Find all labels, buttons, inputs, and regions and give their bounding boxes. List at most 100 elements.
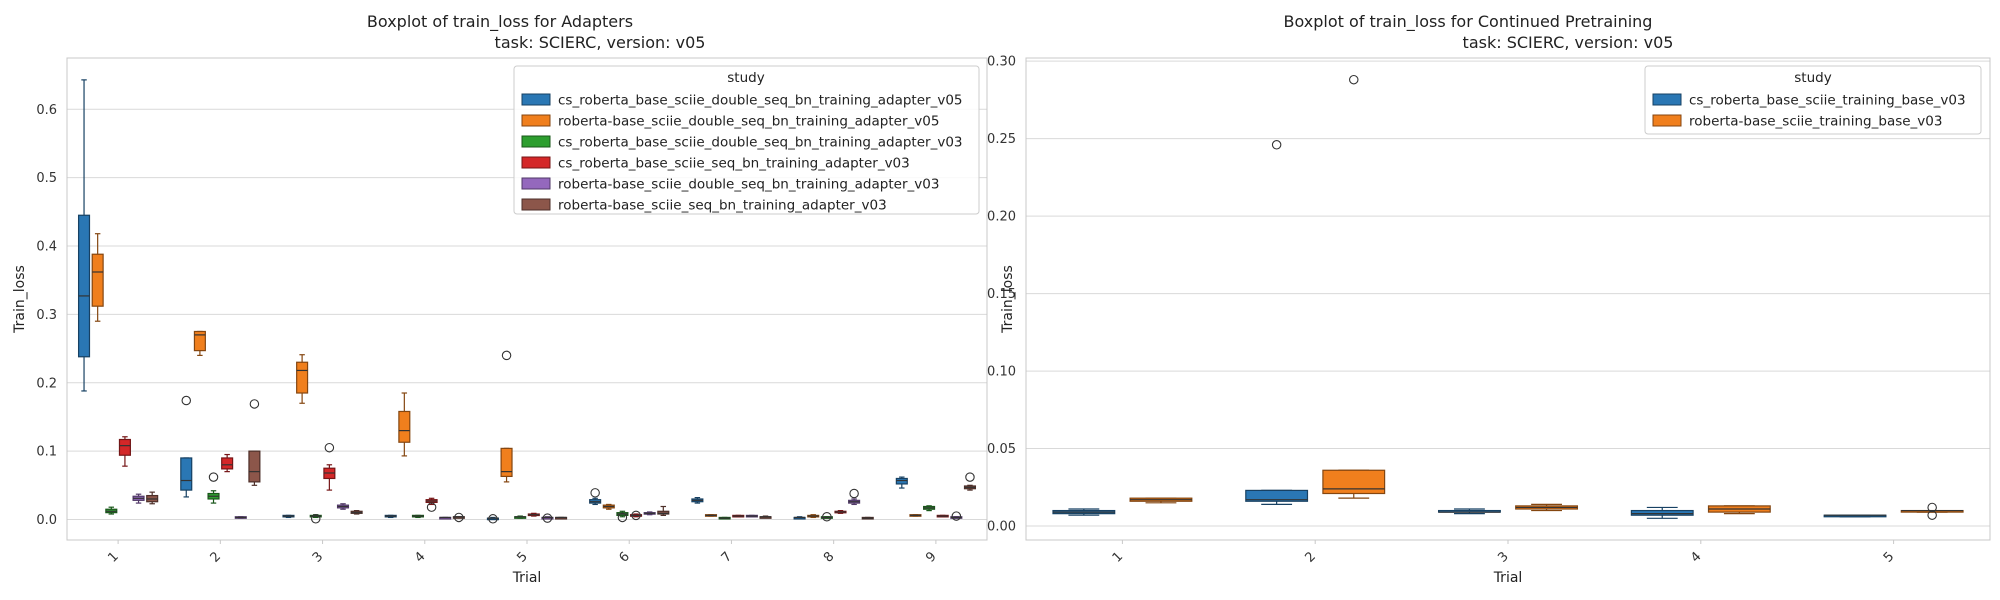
legend-item: roberta-base_sciie_seq_bn_training_adapt… (521, 198, 887, 214)
x-tick-label: 9 (923, 549, 939, 565)
x-tick-label: 6 (617, 549, 633, 565)
legend-item: cs_roberta_base_sciie_seq_bn_training_ad… (521, 156, 910, 172)
y-tick-label: 0.25 (987, 132, 1016, 147)
x-tick-label: 3 (1495, 549, 1511, 565)
y-tick-label: 0.0 (36, 513, 57, 528)
iqr-box (895, 477, 908, 485)
iqr-box (500, 447, 513, 478)
y-tick-label: 0.10 (987, 365, 1016, 380)
y-tick-label: 0.20 (987, 210, 1016, 225)
box-6-series-5 (657, 505, 670, 516)
legend-label: roberta-base_sciie_double_seq_bn_trainin… (558, 114, 939, 130)
legend-swatch (521, 156, 551, 169)
box-6-series-1 (602, 503, 615, 510)
outlier-point (951, 511, 962, 521)
outlier-point (249, 399, 260, 409)
x-tick-label: 5 (514, 549, 530, 565)
iqr-box (221, 457, 234, 470)
legend-label: cs_roberta_base_sciie_double_seq_bn_trai… (558, 93, 963, 109)
x-tick-label: 2 (208, 549, 224, 565)
box-2-series-0 (180, 395, 193, 498)
legend-title: study (727, 70, 764, 86)
x-tick-label: 7 (719, 549, 735, 565)
box-3-series-3 (323, 442, 336, 491)
box-4-series-2 (411, 514, 425, 519)
box-5-series-2 (514, 515, 527, 519)
outlier-point (849, 488, 859, 499)
chart-subtitle: task: SCIERC, version: v05 (495, 33, 706, 52)
box-4-series-0 (384, 514, 397, 519)
y-tick-label: 0.05 (987, 442, 1016, 457)
box-4-series-5 (452, 512, 465, 523)
box-5-series-0 (486, 514, 499, 524)
box-8-series-1 (807, 514, 820, 519)
iqr-box (398, 410, 411, 443)
box-9-series-0 (895, 476, 908, 489)
y-tick-label: 0.6 (36, 103, 57, 118)
outlier-point (324, 442, 335, 453)
iqr-box (657, 510, 670, 515)
box-8-series-3 (834, 510, 847, 514)
box-1-series-4 (132, 493, 145, 504)
outlier-point (426, 502, 437, 512)
outlier-point (1349, 74, 1359, 85)
y-tick-label: 0.2 (36, 376, 57, 391)
iqr-box (180, 457, 193, 491)
box-1-series-0 (1052, 508, 1116, 516)
box-7-series-1 (704, 514, 718, 517)
adapters-chart: Boxplot of train_loss for Adapters task:… (12, 12, 988, 586)
outlier-point (208, 472, 219, 482)
box-3-series-1 (296, 354, 309, 404)
box-7-series-0 (691, 497, 704, 504)
box-2-series-1 (1322, 74, 1386, 499)
legend-label: roberta-base_sciie_training_base_v03 (1689, 114, 1942, 130)
box-9-series-1 (909, 514, 922, 517)
box-4-series-0 (1630, 506, 1694, 519)
box-1-series-5 (146, 491, 159, 505)
legend-item: roberta-base_sciie_training_base_v03 (1652, 114, 1942, 130)
x-tick-label: 3 (310, 549, 326, 565)
iqr-box (193, 330, 206, 352)
outlier-point (965, 472, 975, 482)
box-2-series-0 (1245, 140, 1309, 505)
iqr-box (1630, 509, 1694, 516)
y-tick-label: 0.00 (987, 520, 1016, 535)
legend-label: roberta-base_sciie_double_seq_bn_trainin… (558, 177, 939, 193)
box-8-series-5 (861, 516, 874, 520)
legend-swatch (1652, 114, 1682, 127)
x-axis-label: Trial (1493, 570, 1523, 586)
x-tick-label: 4 (1688, 549, 1704, 565)
iqr-box (118, 438, 131, 456)
legend-item: cs_roberta_base_sciie_training_base_v03 (1652, 93, 1966, 109)
chart-title: Boxplot of train_loss for Continued Pret… (1284, 12, 1653, 32)
box-7-series-2 (718, 516, 731, 520)
outlier-point (1271, 140, 1282, 150)
iqr-box (296, 361, 309, 394)
box-9-series-4 (950, 511, 963, 521)
x-tick-label: 8 (821, 549, 837, 565)
box-1-series-1 (91, 233, 104, 322)
box-3-series-5 (350, 510, 363, 515)
box-4-series-1 (398, 392, 411, 457)
x-tick-label: 5 (1881, 549, 1897, 565)
box-2-series-1 (193, 330, 206, 357)
outlier-point (488, 514, 498, 524)
box-1-series-3 (118, 436, 131, 467)
legend-label: cs_roberta_base_sciie_training_base_v03 (1689, 93, 1966, 109)
box-5-series-1 (1900, 502, 1964, 520)
y-axis-label: Train_loss (1000, 265, 1016, 334)
outlier-point (590, 488, 600, 498)
y-tick-label: 0.30 (987, 55, 1016, 70)
legend-item: roberta-base_sciie_double_seq_bn_trainin… (521, 114, 939, 130)
box-5-series-5 (555, 516, 568, 520)
box-4-series-3 (425, 497, 438, 512)
legend-swatch (1652, 93, 1682, 106)
outlier-point (501, 350, 512, 361)
box-9-series-3 (936, 514, 949, 518)
y-tick-label: 0.4 (36, 240, 57, 255)
box-4-series-4 (439, 516, 452, 520)
x-tick-label: 1 (1110, 549, 1126, 565)
legend-swatch (521, 93, 551, 106)
box-7-series-3 (732, 514, 745, 518)
box-1-series-0 (77, 79, 91, 392)
